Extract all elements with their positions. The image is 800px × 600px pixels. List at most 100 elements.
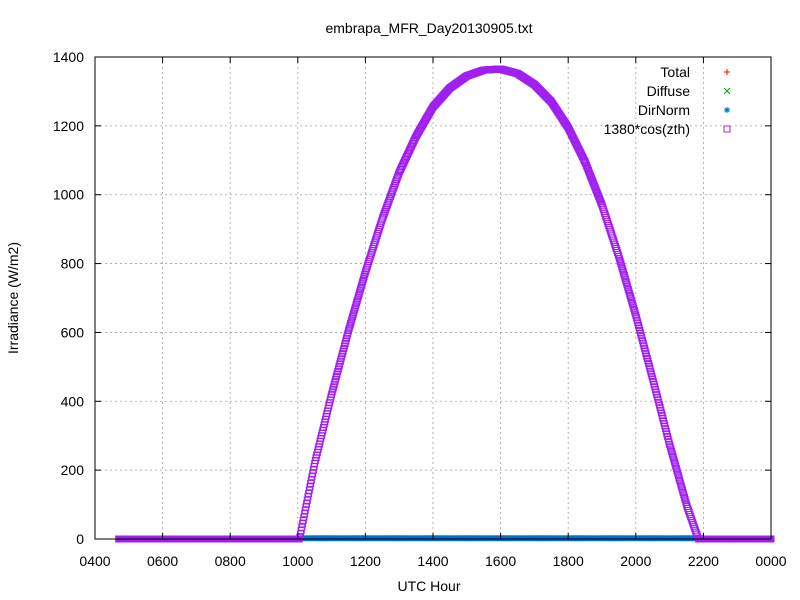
legend-item: Total — [660, 64, 730, 80]
data-point — [347, 320, 355, 328]
data-point — [679, 489, 687, 497]
x-tick-label: 1200 — [350, 553, 381, 569]
legend-marker-group — [724, 69, 730, 75]
data-point — [354, 294, 362, 302]
data-point — [674, 469, 682, 477]
data-point — [677, 481, 685, 489]
legend-label: Total — [660, 64, 690, 80]
x-tick-label: 0800 — [215, 553, 246, 569]
x-tick-label: 0000 — [755, 553, 786, 569]
plot-area — [115, 65, 775, 543]
data-point — [348, 315, 356, 323]
legend-marker — [723, 87, 731, 95]
legend-item: 1380*cos(zth) — [604, 121, 731, 137]
legend-marker — [724, 69, 730, 75]
y-tick-label: 600 — [61, 324, 85, 340]
y-tick-label: 0 — [76, 531, 84, 547]
legend-label: Diffuse — [647, 83, 691, 99]
legend-marker — [724, 107, 730, 113]
chart-title: embrapa_MFR_Day20130905.txt — [325, 20, 532, 36]
data-point — [625, 288, 633, 296]
data-point — [355, 289, 363, 297]
data-point — [672, 464, 680, 472]
x-tick-label: 1600 — [485, 553, 516, 569]
data-point — [616, 257, 624, 265]
data-point — [676, 476, 684, 484]
data-point — [350, 308, 358, 316]
legend-label: DirNorm — [638, 102, 690, 118]
data-point — [668, 450, 676, 458]
data-point — [616, 255, 624, 263]
data-point — [670, 455, 678, 463]
data-point — [666, 443, 674, 451]
data-point — [628, 300, 636, 308]
x-tick-label: 2200 — [688, 553, 719, 569]
data-point — [676, 479, 684, 487]
y-tick-label: 400 — [61, 393, 85, 409]
data-point — [622, 276, 630, 284]
data-point — [356, 287, 364, 295]
data-point — [623, 281, 631, 289]
data-point — [668, 448, 676, 456]
data-point — [671, 460, 679, 468]
data-point — [670, 457, 678, 465]
legend-item: Diffuse — [647, 83, 731, 99]
legend-item: DirNorm — [638, 102, 730, 118]
data-point — [620, 269, 628, 277]
data-point — [620, 271, 628, 279]
data-point — [353, 299, 361, 307]
y-tick-label: 1200 — [53, 118, 84, 134]
data-point — [622, 278, 630, 286]
data-point — [624, 283, 632, 291]
data-point — [630, 304, 638, 312]
data-point — [360, 273, 368, 281]
x-tick-label: 2000 — [620, 553, 651, 569]
data-point — [680, 491, 688, 499]
x-tick-label: 0400 — [79, 553, 110, 569]
y-tick-label: 200 — [61, 462, 85, 478]
data-point — [358, 280, 366, 288]
data-point — [631, 309, 639, 317]
data-point — [675, 474, 683, 482]
y-tick-label: 1400 — [53, 49, 84, 65]
data-point — [629, 302, 637, 310]
data-point — [626, 290, 634, 298]
data-point — [357, 282, 365, 290]
legend-marker-group — [724, 107, 730, 113]
data-point — [667, 445, 675, 453]
data-point — [678, 486, 686, 494]
axes: 0400 0600 0800 1000 1200 1400 1600 1800 2000 2200… — [53, 49, 787, 569]
data-point — [618, 264, 626, 272]
data-point — [681, 496, 689, 504]
data-point — [361, 271, 369, 279]
data-point — [359, 275, 367, 283]
data-point — [618, 262, 626, 270]
legend-marker — [723, 125, 731, 133]
data-point — [394, 172, 402, 180]
data-point — [614, 251, 622, 259]
data-point — [674, 472, 682, 480]
data-point — [619, 267, 627, 275]
data-point — [349, 313, 357, 321]
data-point — [351, 306, 359, 314]
data-point — [626, 292, 634, 300]
data-point — [353, 296, 361, 304]
data-point — [345, 324, 353, 332]
data-point — [669, 452, 677, 460]
data-point — [615, 253, 623, 261]
data-point — [345, 327, 352, 335]
x-tick-label: 0600 — [147, 553, 178, 569]
data-point — [349, 310, 357, 318]
legend-marker-group — [723, 87, 731, 95]
data-point — [621, 274, 629, 282]
data-point — [672, 462, 680, 470]
y-axis-label: Irradiance (W/m2) — [5, 242, 21, 354]
data-point — [624, 285, 632, 293]
data-point — [627, 295, 635, 303]
data-point — [355, 292, 363, 300]
series-cos-zth — [115, 65, 775, 543]
data-point — [346, 322, 354, 330]
data-point — [357, 285, 365, 293]
x-tick-label: 1800 — [553, 553, 584, 569]
